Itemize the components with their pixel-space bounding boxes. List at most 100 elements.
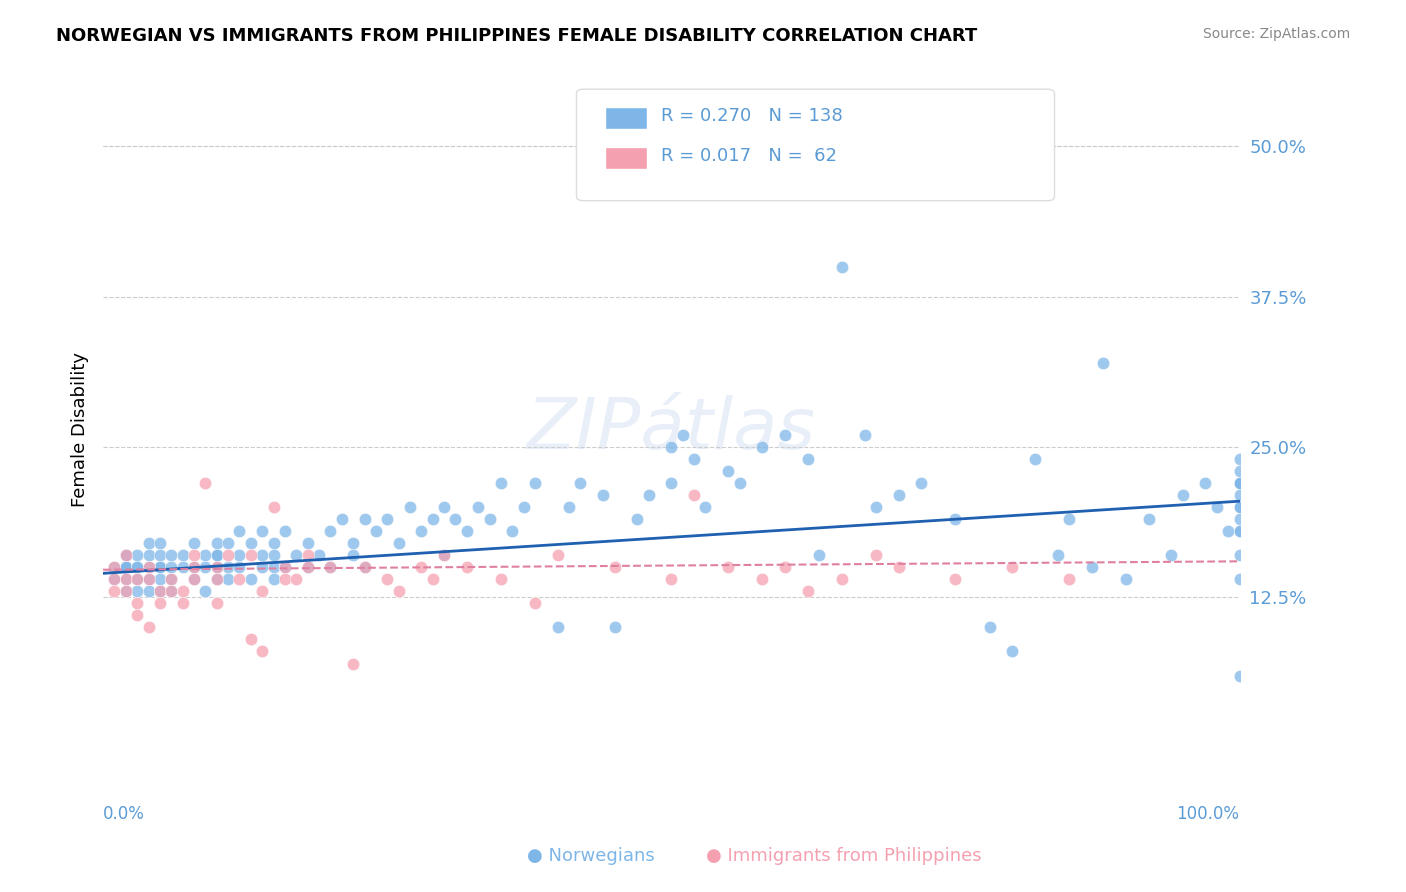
Point: [285, 572, 308, 586]
Point: [1229, 476, 1251, 491]
Point: [683, 452, 706, 467]
Point: [364, 524, 387, 539]
Text: ZIPátlas: ZIPátlas: [527, 394, 815, 464]
Point: [149, 584, 172, 599]
Point: [160, 584, 183, 599]
Point: [910, 476, 932, 491]
Point: [127, 549, 149, 563]
Point: [138, 560, 160, 574]
Point: [1046, 549, 1069, 563]
Point: [342, 657, 364, 671]
Text: R = 0.270   N = 138: R = 0.270 N = 138: [661, 107, 842, 125]
Point: [433, 549, 456, 563]
Point: [285, 549, 308, 563]
Point: [183, 572, 205, 586]
Point: [603, 620, 626, 634]
Text: ● Norwegians: ● Norwegians: [527, 847, 654, 865]
Point: [274, 560, 297, 574]
Point: [659, 440, 682, 454]
Point: [433, 549, 456, 563]
Point: [115, 560, 138, 574]
Point: [1057, 512, 1080, 526]
Text: R = 0.017   N =  62: R = 0.017 N = 62: [661, 147, 837, 165]
Point: [228, 560, 250, 574]
Point: [728, 476, 751, 491]
Point: [217, 549, 239, 563]
Text: ● Immigrants from Philippines: ● Immigrants from Philippines: [706, 847, 981, 865]
Point: [138, 549, 160, 563]
Point: [342, 549, 364, 563]
Point: [194, 549, 217, 563]
Point: [353, 512, 375, 526]
Point: [422, 572, 444, 586]
Point: [149, 549, 172, 563]
Point: [160, 572, 183, 586]
Point: [773, 560, 796, 574]
Point: [205, 536, 228, 550]
Point: [228, 572, 250, 586]
Point: [183, 536, 205, 550]
Point: [1115, 572, 1137, 586]
Point: [319, 524, 342, 539]
Point: [603, 560, 626, 574]
Point: [489, 572, 512, 586]
Point: [149, 584, 172, 599]
Point: [172, 584, 194, 599]
Point: [103, 572, 125, 586]
Point: [297, 549, 319, 563]
Point: [138, 584, 160, 599]
Point: [979, 620, 1001, 634]
Point: [217, 536, 239, 550]
Point: [887, 488, 910, 502]
Point: [205, 596, 228, 610]
Point: [115, 572, 138, 586]
Point: [138, 620, 160, 634]
Point: [127, 572, 149, 586]
Point: [239, 549, 262, 563]
Point: [547, 620, 569, 634]
Point: [205, 572, 228, 586]
Point: [1229, 476, 1251, 491]
Point: [160, 572, 183, 586]
Point: [149, 560, 172, 574]
Point: [342, 536, 364, 550]
Point: [319, 560, 342, 574]
Point: [149, 536, 172, 550]
Point: [115, 549, 138, 563]
Point: [252, 644, 274, 658]
Point: [1024, 452, 1046, 467]
Point: [149, 572, 172, 586]
Point: [115, 584, 138, 599]
Point: [183, 572, 205, 586]
Point: [183, 560, 205, 574]
Point: [160, 584, 183, 599]
Point: [252, 584, 274, 599]
Point: [489, 476, 512, 491]
Point: [399, 500, 422, 515]
Point: [172, 560, 194, 574]
Point: [308, 549, 330, 563]
Text: NORWEGIAN VS IMMIGRANTS FROM PHILIPPINES FEMALE DISABILITY CORRELATION CHART: NORWEGIAN VS IMMIGRANTS FROM PHILIPPINES…: [56, 27, 977, 45]
Point: [626, 512, 648, 526]
Point: [751, 440, 773, 454]
Point: [1081, 560, 1104, 574]
Point: [217, 572, 239, 586]
Point: [1229, 668, 1251, 682]
Point: [1057, 572, 1080, 586]
Point: [127, 596, 149, 610]
Point: [1001, 560, 1024, 574]
Point: [1229, 549, 1251, 563]
Point: [115, 584, 138, 599]
Point: [1229, 488, 1251, 502]
Point: [865, 549, 887, 563]
Point: [592, 488, 614, 502]
Point: [1092, 356, 1115, 370]
Point: [478, 512, 501, 526]
Point: [501, 524, 523, 539]
Point: [659, 476, 682, 491]
Text: 100.0%: 100.0%: [1177, 805, 1240, 823]
Point: [1205, 500, 1227, 515]
Point: [387, 584, 409, 599]
Point: [115, 549, 138, 563]
Point: [1229, 500, 1251, 515]
